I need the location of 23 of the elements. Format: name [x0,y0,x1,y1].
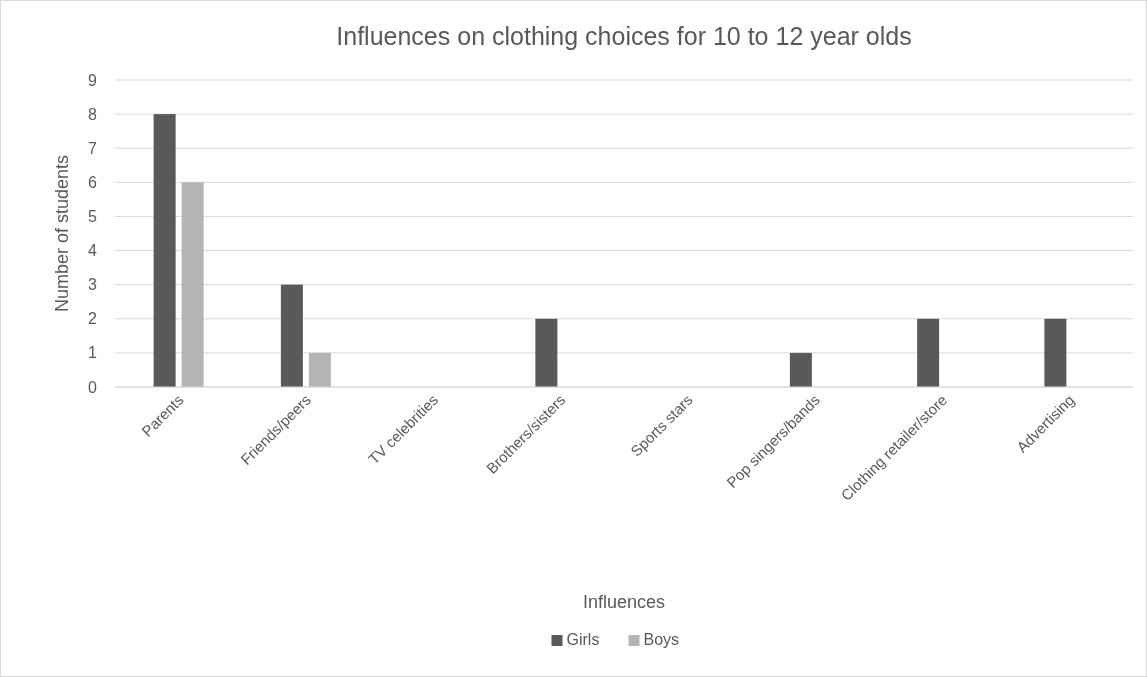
bar [181,182,204,387]
y-tick-label: 8 [88,105,98,123]
y-tick-label: 0 [88,378,98,396]
y-tick-label: 3 [88,276,98,294]
bar [789,352,812,387]
bar [280,284,303,387]
y-axis-title: Number of students [52,154,72,313]
y-tick-label: 5 [88,208,98,226]
bar [1044,318,1067,387]
y-tick-label: 6 [88,173,98,191]
legend-label: Girls [566,631,600,648]
bar [535,318,558,387]
chart-title: Influences on clothing choices for 10 to 12 year olds [336,22,912,50]
x-axis-title: Influences [582,592,666,612]
bar [153,114,176,387]
y-tick-label: 9 [88,71,98,89]
y-tick-label: 7 [88,139,98,157]
y-tick-label: 1 [88,344,98,362]
bar [308,352,331,387]
y-tick-label: 2 [88,310,98,328]
y-tick-label: 4 [88,242,98,260]
legend-label: Boys [643,631,680,648]
bar [917,318,940,387]
